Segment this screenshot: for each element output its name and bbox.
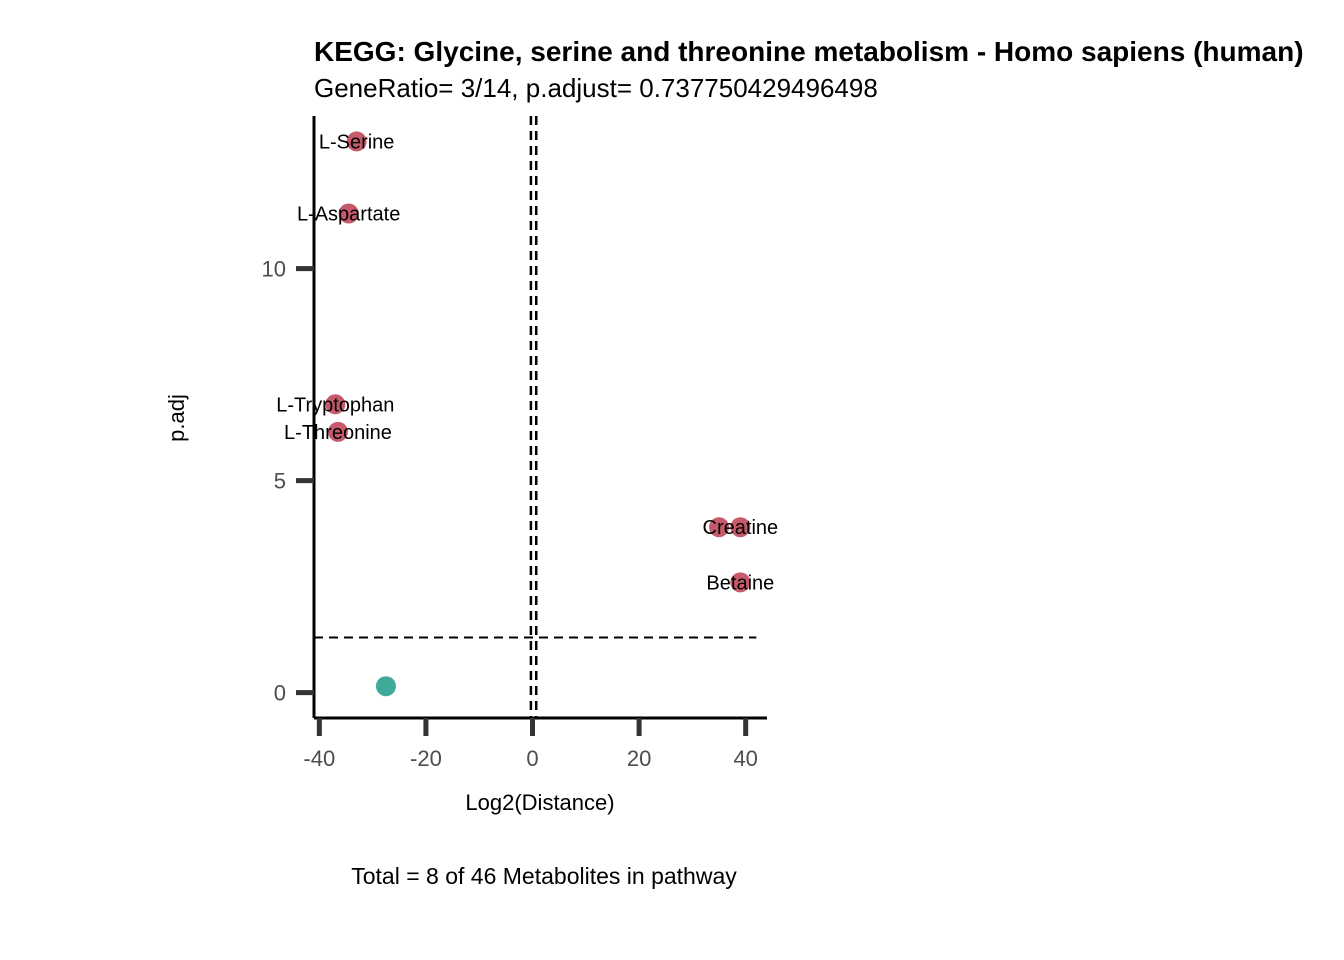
data-point <box>730 517 751 538</box>
y-tick-label: 10 <box>262 257 286 282</box>
point-label: L-Tryptophan <box>276 394 394 416</box>
data-point <box>730 572 751 593</box>
y-axis-title: p.adj <box>164 394 189 442</box>
point-label: Betaine <box>706 572 774 594</box>
data-point <box>327 421 348 442</box>
chart-subtitle: GeneRatio= 3/14, p.adjust= 0.73775042949… <box>314 73 878 103</box>
y-tick-label: 5 <box>274 469 286 494</box>
x-tick-label: -20 <box>410 746 442 771</box>
data-point <box>346 131 367 152</box>
data-points <box>325 131 751 697</box>
x-tick-label: -40 <box>303 746 335 771</box>
point-labels: L-Serine L-Aspartate L-Tryptophan L-Threoni… <box>276 131 778 594</box>
data-point <box>709 517 730 538</box>
point-label: Creatine <box>703 517 779 539</box>
y-tick-label: 0 <box>274 681 286 706</box>
chart-caption: Total = 8 of 46 Metabolites in pathway <box>351 863 737 889</box>
reference-lines <box>314 116 757 718</box>
x-tick-label: 0 <box>526 746 538 771</box>
x-axis-title: Log2(Distance) <box>465 790 614 815</box>
data-point <box>325 394 346 415</box>
data-point <box>338 203 359 224</box>
x-tick-label: 40 <box>733 746 757 771</box>
point-label: L-Threonine <box>284 422 392 444</box>
data-point <box>375 676 396 697</box>
axes: -40 -20 0 20 40 0 5 10 <box>262 116 767 771</box>
chart-title: KEGG: Glycine, serine and threonine meta… <box>314 36 1304 67</box>
x-tick-label: 20 <box>627 746 651 771</box>
point-label: L-Serine <box>319 131 395 153</box>
point-label: L-Aspartate <box>297 204 400 226</box>
